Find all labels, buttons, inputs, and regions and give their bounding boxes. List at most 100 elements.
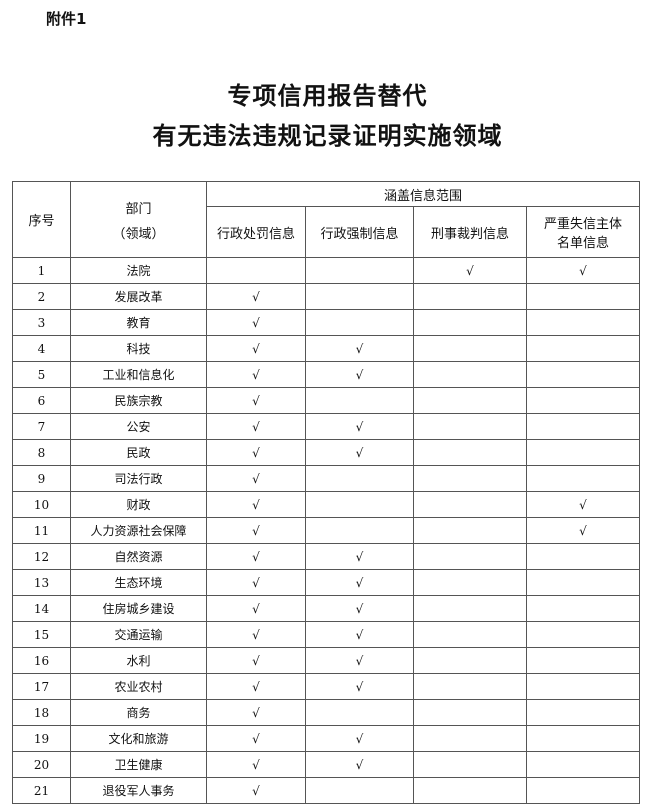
- title-line-2: 有无违法违规记录证明实施领域: [152, 121, 503, 150]
- check-cell: [525, 387, 641, 414]
- table-row: 7 公安 √ √: [12, 413, 641, 440]
- row-dept: 卫生健康: [70, 751, 207, 778]
- row-dept: 公安: [70, 413, 207, 440]
- check-cell: √: [305, 439, 414, 466]
- check-cell: √: [305, 673, 414, 700]
- check-cell: [525, 335, 641, 362]
- check-cell: √: [206, 465, 306, 492]
- row-dept: 农业农村: [70, 673, 207, 700]
- check-cell: [525, 283, 641, 310]
- check-cell: [525, 465, 641, 492]
- check-cell: [413, 777, 527, 804]
- check-cell: √: [206, 361, 306, 388]
- check-cell: [413, 283, 527, 310]
- check-cell: √: [206, 335, 306, 362]
- check-cell: [525, 699, 641, 726]
- table-row: 19 文化和旅游 √ √: [12, 725, 641, 752]
- row-index: 19: [12, 725, 71, 752]
- check-cell: [525, 543, 641, 570]
- row-index: 6: [12, 387, 71, 414]
- header-col-dishonest-list: 严重失信主体名单信息: [525, 206, 641, 258]
- row-index: 3: [12, 309, 71, 336]
- table-row: 17 农业农村 √ √: [12, 673, 641, 700]
- header-scope: 涵盖信息范围: [205, 181, 641, 207]
- check-cell: [413, 725, 527, 752]
- check-cell: √: [206, 699, 306, 726]
- row-index: 2: [12, 283, 71, 310]
- table-row: 2 发展改革 √: [12, 283, 641, 310]
- check-cell: √: [206, 647, 306, 674]
- row-dept: 司法行政: [70, 465, 207, 492]
- check-cell: [413, 387, 527, 414]
- table-row: 13 生态环境 √ √: [12, 569, 641, 596]
- check-cell: √: [206, 387, 306, 414]
- table-row: 21 退役军人事务 √: [12, 777, 641, 804]
- header-dept-line1: 部门: [125, 201, 152, 217]
- row-index: 16: [12, 647, 71, 674]
- check-cell: √: [525, 517, 641, 544]
- check-cell: [525, 413, 641, 440]
- row-dept: 工业和信息化: [70, 361, 207, 388]
- check-cell: [413, 335, 527, 362]
- check-cell: [305, 283, 414, 310]
- check-cell: √: [206, 439, 306, 466]
- check-cell: √: [305, 543, 414, 570]
- row-index: 4: [12, 335, 71, 362]
- row-dept: 退役军人事务: [70, 777, 207, 804]
- table-row: 11 人力资源社会保障 √ √: [12, 517, 641, 544]
- check-cell: [413, 491, 527, 518]
- check-cell: [413, 543, 527, 570]
- check-cell: [305, 309, 414, 336]
- check-cell: √: [206, 283, 306, 310]
- check-cell: √: [206, 491, 306, 518]
- row-index: 7: [12, 413, 71, 440]
- check-cell: [413, 361, 527, 388]
- check-cell: √: [305, 413, 414, 440]
- row-dept: 交通运输: [70, 621, 207, 648]
- check-cell: [413, 621, 527, 648]
- table-row: 8 民政 √ √: [12, 439, 641, 466]
- attachment-label: 附件1: [46, 10, 87, 28]
- check-cell: [305, 491, 414, 518]
- check-cell: √: [206, 569, 306, 596]
- check-cell: [525, 725, 641, 752]
- row-dept: 教育: [70, 309, 207, 336]
- row-index: 10: [12, 491, 71, 518]
- check-cell: [413, 517, 527, 544]
- check-cell: [525, 361, 641, 388]
- check-cell: [305, 387, 414, 414]
- header-dept-line2: （领域）: [112, 226, 165, 242]
- table-row: 15 交通运输 √ √: [12, 621, 641, 648]
- row-dept: 财政: [70, 491, 207, 518]
- header-col-penalty: 行政处罚信息: [206, 206, 306, 258]
- header-dept: 部门 （领域）: [70, 181, 207, 258]
- row-dept: 人力资源社会保障: [70, 517, 207, 544]
- check-cell: √: [206, 725, 306, 752]
- check-cell: √: [206, 777, 306, 804]
- row-index: 13: [12, 569, 71, 596]
- row-dept: 住房城乡建设: [70, 595, 207, 622]
- check-cell: [413, 673, 527, 700]
- row-index: 21: [12, 777, 71, 804]
- check-cell: √: [413, 257, 527, 284]
- check-cell: √: [206, 517, 306, 544]
- check-cell: √: [206, 413, 306, 440]
- header-col-enforcement: 行政强制信息: [305, 206, 414, 258]
- check-cell: √: [305, 751, 414, 778]
- row-dept: 民族宗教: [70, 387, 207, 414]
- check-cell: [525, 595, 641, 622]
- check-cell: [206, 257, 306, 284]
- row-dept: 文化和旅游: [70, 725, 207, 752]
- check-cell: √: [305, 725, 414, 752]
- row-dept: 水利: [70, 647, 207, 674]
- check-cell: √: [305, 361, 414, 388]
- row-index: 9: [12, 465, 71, 492]
- check-cell: [413, 647, 527, 674]
- check-cell: [305, 257, 414, 284]
- check-cell: [525, 777, 641, 804]
- check-cell: √: [305, 595, 414, 622]
- table-row: 9 司法行政 √: [12, 465, 641, 492]
- check-cell: [305, 699, 414, 726]
- table-row: 16 水利 √ √: [12, 647, 641, 674]
- check-cell: [413, 595, 527, 622]
